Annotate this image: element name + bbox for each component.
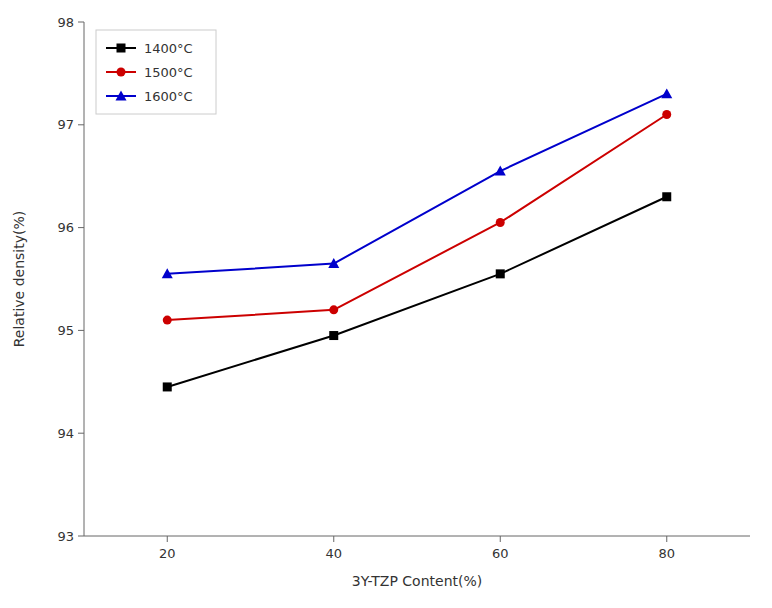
y-axis-label: Relative density(%) [11,211,27,347]
legend-marker [116,91,127,101]
series-marker [163,316,172,325]
legend-marker [117,44,126,53]
series [162,88,673,278]
y-tick-label: 94 [57,426,74,441]
x-tick-label: 80 [658,546,675,561]
x-tick [333,536,334,542]
x-tick-label: 20 [159,546,176,561]
x-tick [167,536,168,542]
y-tick-label: 96 [57,220,74,235]
series-marker [329,331,338,340]
y-tick-label: 95 [57,323,74,338]
series-marker [162,268,173,278]
y-tick-label: 97 [57,117,74,132]
chart-container: 20 40 60 80 93 94 95 96 97 98 3Y-TZP Content(%) Rel… [0,0,772,608]
series-marker [495,166,506,176]
series-marker [328,258,339,268]
x-axis-line [84,536,750,537]
chart-svg: 20 40 60 80 93 94 95 96 97 98 3Y-TZP Content(%) Rel… [0,0,772,608]
axes: 20 40 60 80 93 94 95 96 97 98 [57,15,750,562]
x-axis-label: 3Y-TZP Content(%) [352,573,483,589]
legend-label: 1600°C [144,89,193,104]
plot-area [162,88,673,391]
y-tick [78,22,84,23]
x-tick [666,536,667,542]
series-line [167,94,667,274]
series-line [167,197,667,387]
legend-label: 1500°C [144,65,193,80]
legend: 1400°C 1500°C 1600°C [96,30,216,114]
x-tick-label: 60 [492,546,509,561]
y-tick [78,433,84,434]
series-marker [662,110,671,119]
series-marker [496,269,505,278]
y-tick [78,124,84,125]
y-tick-label: 98 [57,15,74,30]
series-marker [496,218,505,227]
series-marker [163,382,172,391]
y-tick [78,227,84,228]
y-tick [78,330,84,331]
y-tick [78,536,84,537]
legend-box [96,30,216,114]
series-marker [662,192,671,201]
x-tick [500,536,501,542]
series [163,192,672,391]
legend-label: 1400°C [144,41,193,56]
y-tick-label: 93 [57,529,74,544]
series-marker [329,305,338,314]
y-axis-line [84,22,85,536]
x-tick-label: 40 [325,546,342,561]
series-marker [661,88,672,98]
legend-marker [117,68,126,77]
